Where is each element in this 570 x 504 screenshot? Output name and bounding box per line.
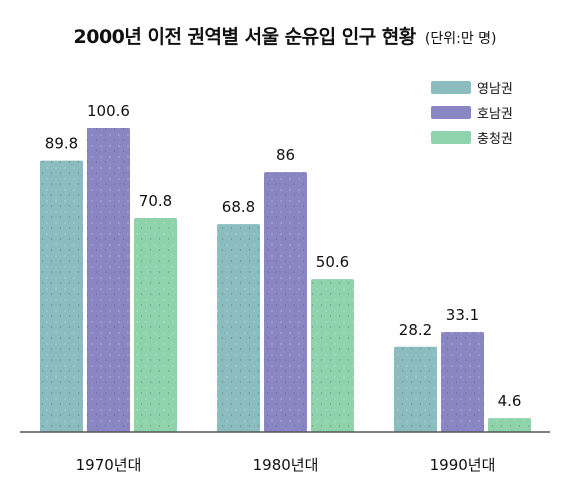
bar-chungcheong-1 (134, 218, 177, 432)
bar-yeongnam-1 (40, 160, 83, 433)
bar-texture (217, 224, 260, 432)
value-label: 33.1 (446, 306, 479, 324)
value-label: 70.8 (139, 192, 172, 210)
x-tick-label: 1990년대 (430, 456, 496, 474)
bar-chungcheong-2 (311, 279, 354, 432)
bar-texture (441, 331, 484, 432)
legend-swatch (431, 130, 471, 144)
x-tick-label: 1980년대 (253, 456, 319, 474)
x-axis-labels: 1970년대 1980년대 1990년대 (76, 456, 496, 474)
legend-label: 호남권 (477, 106, 513, 122)
value-label: 28.2 (399, 321, 432, 339)
value-label: 50.6 (316, 253, 349, 271)
bar-honam-1 (87, 128, 130, 432)
x-tick-label: 1970년대 (76, 456, 142, 474)
bar-texture (40, 160, 83, 433)
bar-yeongnam-2 (217, 224, 260, 432)
legend-label: 영남권 (477, 81, 513, 97)
legend-item-chungcheong: 충청권 (431, 128, 513, 147)
value-label: 86 (276, 146, 295, 164)
legend-swatch (431, 105, 471, 119)
bar-yeongnam-3 (394, 346, 437, 432)
bar-chungcheong-3 (488, 418, 531, 432)
bar-texture (264, 172, 307, 433)
legend-label: 충청권 (477, 131, 513, 147)
bars-layer (40, 128, 531, 433)
legend-item-yeongnam: 영남권 (431, 78, 513, 97)
bar-texture (394, 346, 437, 432)
bar-honam-3 (441, 331, 484, 432)
bar-texture (488, 418, 531, 432)
value-label: 89.8 (45, 135, 78, 153)
value-label: 68.8 (222, 198, 255, 216)
chart-unit-label: (단위:만 명) (424, 31, 497, 47)
chart-legend: 영남권 호남권 충청권 (431, 78, 513, 153)
legend-item-honam: 호남권 (431, 103, 513, 122)
bar-texture (311, 279, 354, 432)
legend-swatch (431, 80, 471, 94)
chart-title: 2000년 이전 권역별 서울 순유입 인구 현황 (단위:만 명) (0, 22, 570, 49)
value-labels-layer: 89.8 100.6 70.8 68.8 86 50.6 28.2 33.1 4.6 (45, 102, 522, 410)
value-label: 100.6 (87, 102, 130, 120)
bar-texture (87, 128, 130, 432)
bar-honam-2 (264, 172, 307, 433)
chart-title-main: 2000년 이전 권역별 서울 순유입 인구 현황 (73, 26, 417, 48)
bar-texture (134, 218, 177, 432)
value-label: 4.6 (498, 392, 522, 410)
